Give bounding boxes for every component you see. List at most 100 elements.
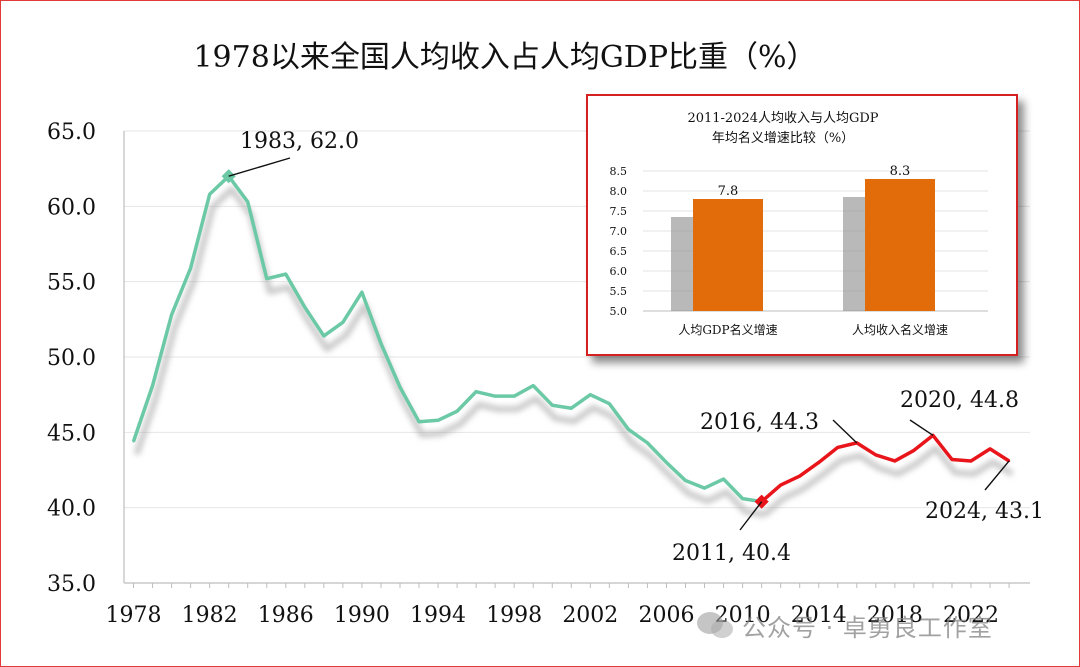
x-tick-label: 1978	[106, 603, 162, 628]
annotation-label: 2011, 40.4	[672, 541, 791, 566]
inset-y-tick-label: 7.5	[610, 205, 628, 218]
series-lines	[131, 169, 1011, 509]
inset-y-tick-label: 5.5	[610, 285, 628, 298]
data-point	[532, 384, 535, 387]
annotations: 1983, 62.0 2011, 40.4 2016, 44.3 2020, 44.8…	[228, 129, 1044, 566]
inset-bar	[693, 199, 763, 311]
chart-title: 1978以来全国人均收入占人均GDP比重（%）	[193, 40, 816, 75]
inset-category-label: 人均收入名义增速	[852, 322, 948, 337]
data-point	[398, 385, 402, 389]
watermark-text: 公众号 · 卓勇良工作室	[742, 614, 993, 642]
y-tick-label: 35.0	[47, 572, 96, 597]
inset-y-tick-labels: 8.5 8.0 7.5 7.0 6.5 6.0 5.5 5.0	[610, 165, 628, 318]
data-point	[779, 483, 782, 487]
data-point	[455, 410, 459, 413]
inset-y-tick-label: 8.0	[610, 185, 628, 198]
annotation-leader	[739, 501, 763, 531]
data-point	[265, 277, 268, 280]
annotation-leader	[984, 460, 1010, 491]
data-point	[703, 486, 706, 490]
inset-bar-chart: 2011-2024人均收入与人均GDP 年均名义增速比较（%） 8.5 8.0 7.…	[586, 94, 1018, 356]
data-point	[684, 479, 687, 482]
x-tick-label: 2014	[791, 603, 847, 628]
data-point	[474, 390, 478, 393]
data-point	[379, 342, 383, 345]
data-point	[208, 193, 211, 196]
inset-bar-shadow	[671, 217, 695, 311]
y-tick-label: 45.0	[47, 421, 96, 446]
line-shadow	[133, 186, 1014, 518]
x-tick-label: 2022	[943, 603, 999, 628]
series-shadow	[762, 445, 1014, 517]
x-tick-label: 2006	[638, 603, 694, 628]
inset-title-line2: 年均名义增速比较（%）	[712, 130, 854, 146]
x-tick-label: 2018	[867, 603, 923, 628]
data-point	[170, 313, 173, 317]
inset-bars: 7.8 8.3	[671, 164, 935, 311]
data-point	[722, 477, 725, 481]
data-point	[988, 447, 992, 451]
annotation-label: 2020, 44.8	[900, 388, 1019, 413]
data-point	[912, 449, 916, 452]
axes	[123, 131, 1030, 588]
data-point	[512, 394, 516, 398]
data-point	[493, 394, 497, 398]
inset-y-tick-label: 8.5	[610, 165, 628, 178]
annotation-label: 2016, 44.3	[700, 410, 819, 435]
x-tick-labels: 1978 1982 1986 1990 1994 1998 2002 2006 2010 2014…	[106, 603, 999, 628]
data-point	[969, 459, 973, 463]
data-point	[284, 272, 287, 276]
data-point	[836, 446, 839, 449]
data-point	[798, 474, 801, 478]
data-point	[608, 402, 611, 405]
data-point	[741, 497, 744, 500]
y-tick-label: 60.0	[47, 195, 96, 220]
y-tick-label: 55.0	[47, 271, 96, 296]
inset-y-tick-label: 6.5	[610, 245, 628, 258]
x-tick-label: 1990	[334, 603, 390, 628]
data-point	[551, 404, 554, 407]
data-point	[950, 458, 954, 461]
inset-y-tick-label: 6.0	[610, 265, 628, 278]
data-point	[817, 461, 820, 464]
data-point	[151, 384, 154, 387]
data-point	[303, 306, 307, 309]
wechat-logo-icon	[697, 612, 733, 638]
annotation-leader	[228, 157, 291, 177]
series-line-1	[760, 433, 1010, 503]
data-point	[189, 266, 192, 270]
data-point	[436, 419, 440, 422]
data-point	[570, 407, 573, 410]
data-point	[322, 334, 326, 338]
inset-bar-shadow	[843, 197, 867, 311]
data-point	[341, 321, 345, 324]
inset-category-labels: 人均GDP名义增速 人均收入名义增速	[678, 322, 948, 337]
inset-bar-svg: 2011-2024人均收入与人均GDP 年均名义增速比较（%） 8.5 8.0 7.…	[610, 111, 988, 337]
annotation-label: 1983, 62.0	[240, 129, 359, 154]
inset-bar-value: 8.3	[890, 164, 911, 179]
inset-category-label: 人均GDP名义增速	[678, 322, 777, 337]
series-shadow	[133, 186, 766, 518]
inset-y-tick-label: 7.0	[610, 225, 628, 238]
data-point	[246, 200, 249, 204]
x-tick-label: 2002	[562, 603, 618, 628]
data-point	[627, 428, 630, 431]
series-line-0	[131, 174, 762, 504]
x-tick-label: 1994	[410, 603, 466, 628]
inset-title-line1: 2011-2024人均收入与人均GDP	[687, 111, 878, 126]
annotation-leader	[909, 419, 934, 436]
annotation-leader	[832, 419, 858, 444]
data-point	[893, 459, 897, 463]
data-point	[417, 420, 421, 423]
y-tick-label: 50.0	[47, 346, 96, 371]
x-tick-label: 1998	[486, 603, 542, 628]
inset-y-tick-label: 5.0	[610, 305, 628, 318]
x-tick-label: 1986	[258, 603, 314, 628]
y-tick-labels: 65.0 60.0 55.0 50.0 45.0 40.0 35.0	[47, 120, 96, 597]
x-tick-label: 1982	[182, 603, 238, 628]
y-tick-label: 65.0	[47, 120, 96, 145]
y-tick-label: 40.0	[47, 497, 96, 522]
data-point	[589, 393, 592, 396]
data-point	[874, 453, 878, 457]
data-point	[132, 440, 135, 443]
